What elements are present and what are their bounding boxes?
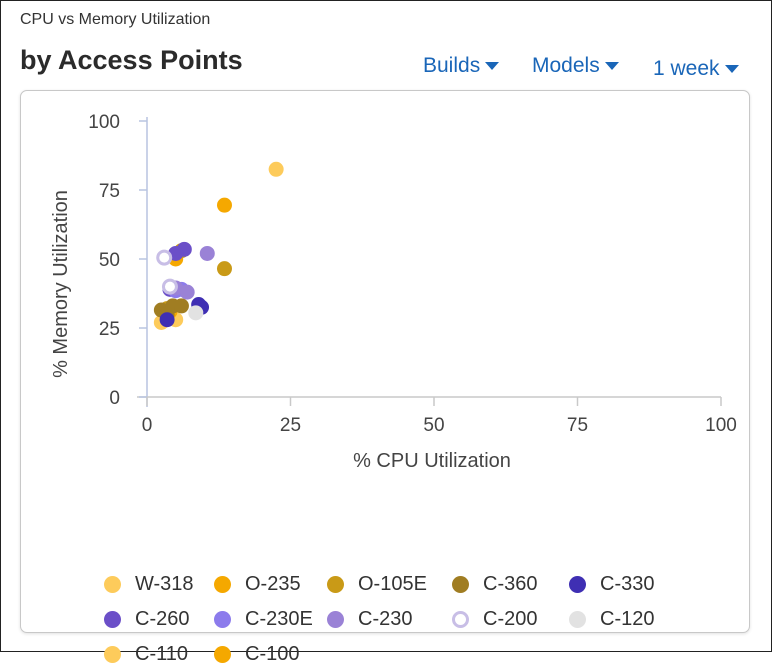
legend-item[interactable]: C-120 (569, 608, 654, 631)
legend-label: C-200 (483, 608, 538, 630)
legend-label: C-230E (245, 608, 313, 630)
models-dropdown[interactable]: Models (532, 54, 619, 78)
legend-item[interactable]: W-318 (104, 573, 194, 596)
builds-dropdown-label: Builds (423, 54, 481, 77)
legend-swatch-icon (104, 611, 121, 628)
x-tick-label: 50 (423, 415, 444, 436)
widget-title: by Access Points (20, 45, 243, 75)
legend-item[interactable]: C-230 (327, 608, 412, 631)
y-tick-label: 75 (99, 181, 120, 202)
legend-swatch-icon (104, 646, 121, 663)
y-tick-label: 25 (99, 319, 120, 340)
legend-item[interactable]: C-110 (104, 643, 188, 666)
legend-label: C-120 (600, 608, 655, 630)
x-tick-label: 100 (705, 415, 737, 436)
scatter-point-w-318[interactable] (268, 161, 284, 177)
legend-swatch-icon (214, 576, 231, 593)
models-dropdown-label: Models (532, 54, 600, 77)
x-tick-label: 0 (142, 415, 153, 436)
legend-item[interactable]: C-330 (569, 573, 654, 596)
scatter-point-c-120[interactable] (188, 305, 204, 321)
legend-swatch-icon (452, 576, 469, 593)
y-tick-label: 0 (109, 388, 120, 409)
legend-label: O-105E (358, 573, 427, 595)
y-axis-label: % Memory Utilization (50, 190, 72, 378)
caret-down-icon (724, 65, 739, 73)
x-tick-label: 75 (567, 415, 588, 436)
chart-card: 0 25 50 75 100 0 25 50 75 100 % CPU Utilization % M… (20, 90, 750, 665)
x-axis-label: % CPU Utilization (353, 450, 511, 472)
period-dropdown[interactable]: 1 week (653, 57, 739, 81)
legend-label: C-330 (600, 573, 655, 595)
legend-item[interactable]: O-235 (214, 573, 301, 596)
y-tick-label: 100 (88, 112, 120, 133)
widget-supertitle: CPU vs Memory Utilization (20, 11, 211, 28)
y-tick-label: 50 (99, 250, 120, 271)
scatter-point-c-200[interactable] (156, 249, 173, 266)
legend-item[interactable]: C-100 (214, 643, 299, 666)
scatter-point-o-235[interactable] (216, 197, 232, 213)
period-dropdown-label: 1 week (653, 57, 720, 80)
legend-swatch-icon (327, 576, 344, 593)
legend-label: O-235 (245, 573, 301, 595)
legend-item[interactable]: C-200 (452, 608, 537, 631)
legend-item[interactable]: C-230E (214, 608, 313, 631)
legend-label: C-110 (135, 643, 188, 665)
caret-down-icon (604, 62, 619, 70)
legend-label: C-100 (245, 643, 300, 665)
legend-label: C-260 (135, 608, 190, 630)
legend-swatch-icon (327, 611, 344, 628)
legend-swatch-icon (452, 611, 469, 628)
legend-swatch-icon (214, 611, 231, 628)
caret-down-icon (485, 62, 500, 70)
legend-item[interactable]: C-360 (452, 573, 537, 596)
scatter-point-c-230[interactable] (179, 284, 195, 300)
x-tick-label: 25 (280, 415, 301, 436)
scatter-point-c-200[interactable] (161, 278, 178, 295)
scatter-point-c-230[interactable] (199, 245, 215, 261)
legend-label: C-360 (483, 573, 538, 595)
scatter-plot: 0 25 50 75 100 0 25 50 75 100 % CPU Utilization % M… (50, 112, 737, 472)
legend-swatch-icon (104, 576, 121, 593)
legend-swatch-icon (569, 611, 586, 628)
scatter-point-o-105e[interactable] (216, 261, 232, 277)
legend-label: C-230 (358, 608, 413, 630)
legend-label: W-318 (135, 573, 194, 595)
builds-dropdown[interactable]: Builds (423, 54, 500, 78)
legend-swatch-icon (569, 576, 586, 593)
legend-swatch-icon (214, 646, 231, 663)
legend-item[interactable]: C-260 (104, 608, 189, 631)
scatter-point-c-360[interactable] (173, 298, 189, 314)
scatter-point-c-330[interactable] (159, 312, 175, 328)
legend-item[interactable]: O-105E (327, 573, 427, 596)
